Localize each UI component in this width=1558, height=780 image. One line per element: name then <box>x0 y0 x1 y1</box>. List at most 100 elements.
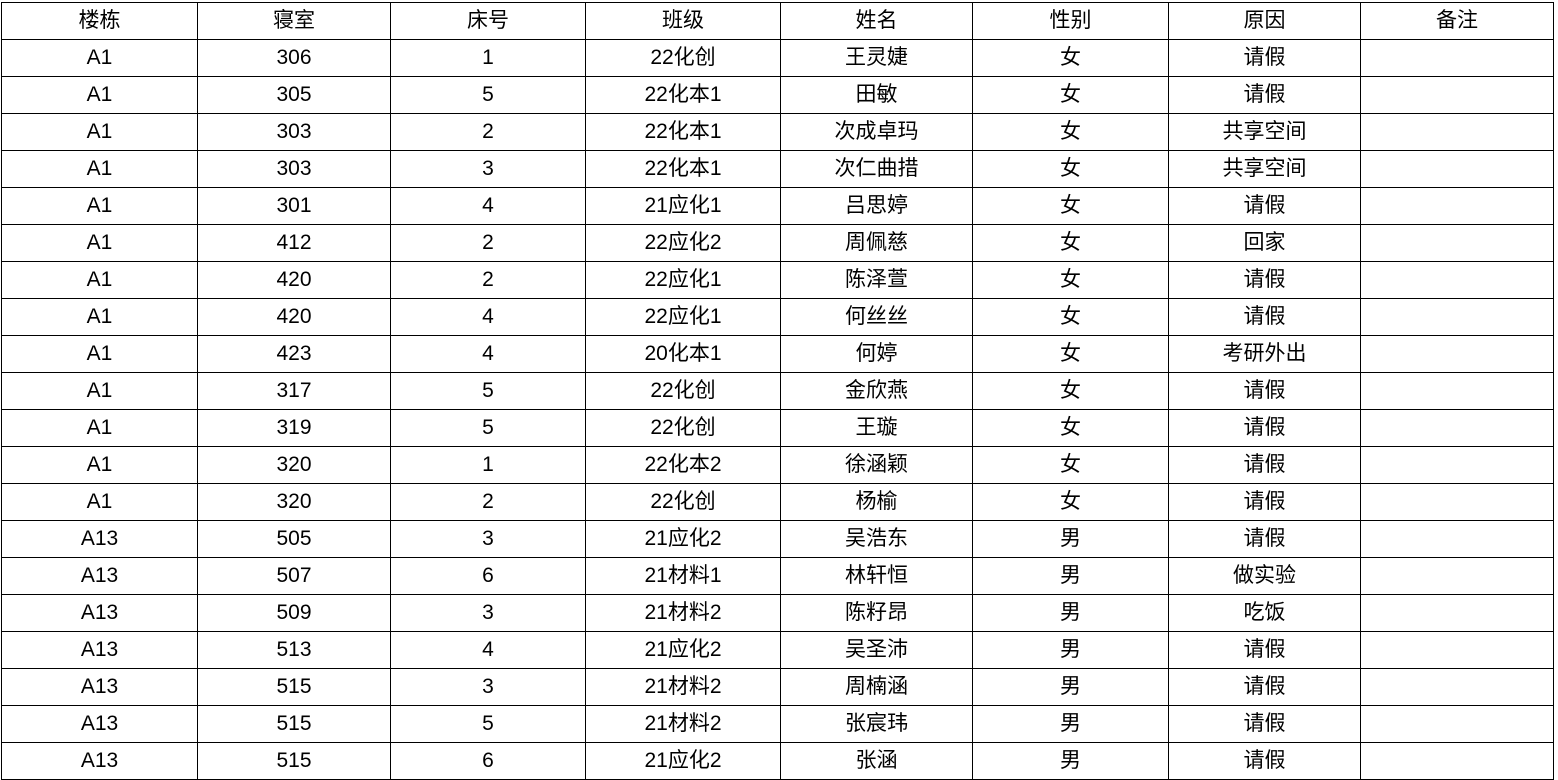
column-header-building[interactable]: 楼栋 <box>1 2 198 40</box>
cell-gender[interactable]: 女 <box>972 39 1169 77</box>
table-row[interactable]: A13 509 3 21材料2 陈籽昂男吃饭 <box>1 594 1554 632</box>
cell-reason[interactable]: 做实验 <box>1168 557 1361 595</box>
cell-class[interactable]: 22化本2 <box>585 446 781 484</box>
cell-gender[interactable]: 男 <box>972 668 1169 706</box>
cell-gender[interactable]: 女 <box>972 483 1169 521</box>
cell-room[interactable]: 423 <box>197 335 391 373</box>
cell-room[interactable]: 420 <box>197 298 391 336</box>
table-row[interactable]: A1 306 1 22化创 王灵婕女请假 <box>1 39 1554 77</box>
cell-gender[interactable]: 女 <box>972 409 1169 447</box>
cell-room[interactable]: 303 <box>197 150 391 188</box>
cell-building[interactable]: A1 <box>1 261 198 299</box>
cell-name[interactable]: 张涵 <box>780 742 973 780</box>
cell-building[interactable]: A13 <box>1 520 198 558</box>
table-row[interactable]: A1 305 5 22化本1 田敏女请假 <box>1 76 1554 114</box>
column-header-gender[interactable]: 性别 <box>972 2 1169 40</box>
cell-reason[interactable]: 请假 <box>1168 520 1361 558</box>
cell-gender[interactable]: 女 <box>972 372 1169 410</box>
cell-gender[interactable]: 女 <box>972 187 1169 225</box>
table-row[interactable]: A1 317 5 22化创 金欣燕女请假 <box>1 372 1554 410</box>
table-row[interactable]: A1 303 3 22化本1 次仁曲措女共享空间 <box>1 150 1554 188</box>
cell-class[interactable]: 21应化2 <box>585 631 781 669</box>
cell-building[interactable]: A1 <box>1 187 198 225</box>
cell-remark[interactable] <box>1360 742 1554 780</box>
cell-name[interactable]: 金欣燕 <box>780 372 973 410</box>
cell-name[interactable]: 王璇 <box>780 409 973 447</box>
cell-building[interactable]: A13 <box>1 668 198 706</box>
column-header-remark[interactable]: 备注 <box>1360 2 1554 40</box>
cell-reason[interactable]: 请假 <box>1168 483 1361 521</box>
cell-reason[interactable]: 请假 <box>1168 631 1361 669</box>
cell-class[interactable]: 22化创 <box>585 409 781 447</box>
cell-gender[interactable]: 男 <box>972 557 1169 595</box>
cell-class[interactable]: 21材料2 <box>585 668 781 706</box>
cell-class[interactable]: 22应化2 <box>585 224 781 262</box>
cell-reason[interactable]: 请假 <box>1168 298 1361 336</box>
table-row[interactable]: A13 507 6 21材料1 林轩恒男做实验 <box>1 557 1554 595</box>
cell-class[interactable]: 22化本1 <box>585 76 781 114</box>
cell-name[interactable]: 陈籽昂 <box>780 594 973 632</box>
table-row[interactable]: A1 320 1 22化本2 徐涵颖女请假 <box>1 446 1554 484</box>
cell-room[interactable]: 513 <box>197 631 391 669</box>
cell-gender[interactable]: 女 <box>972 224 1169 262</box>
cell-building[interactable]: A1 <box>1 335 198 373</box>
cell-bed[interactable]: 2 <box>390 224 586 262</box>
cell-building[interactable]: A1 <box>1 39 198 77</box>
cell-name[interactable]: 林轩恒 <box>780 557 973 595</box>
cell-building[interactable]: A1 <box>1 224 198 262</box>
cell-room[interactable]: 301 <box>197 187 391 225</box>
cell-name[interactable]: 何婷 <box>780 335 973 373</box>
column-header-reason[interactable]: 原因 <box>1168 2 1361 40</box>
cell-remark[interactable] <box>1360 631 1554 669</box>
cell-room[interactable]: 320 <box>197 446 391 484</box>
table-row[interactable]: A13 505 3 21应化2 吴浩东男请假 <box>1 520 1554 558</box>
cell-reason[interactable]: 请假 <box>1168 76 1361 114</box>
cell-bed[interactable]: 2 <box>390 113 586 151</box>
cell-name[interactable]: 田敏 <box>780 76 973 114</box>
cell-gender[interactable]: 男 <box>972 742 1169 780</box>
cell-gender[interactable]: 女 <box>972 76 1169 114</box>
cell-class[interactable]: 22化本1 <box>585 150 781 188</box>
cell-name[interactable]: 吕思婷 <box>780 187 973 225</box>
table-row[interactable]: A1 420 2 22应化1 陈泽萱女请假 <box>1 261 1554 299</box>
cell-bed[interactable]: 4 <box>390 298 586 336</box>
cell-class[interactable]: 22化创 <box>585 39 781 77</box>
cell-reason[interactable]: 请假 <box>1168 446 1361 484</box>
cell-class[interactable]: 22应化1 <box>585 298 781 336</box>
table-row[interactable]: A1 320 2 22化创 杨榆女请假 <box>1 483 1554 521</box>
cell-remark[interactable] <box>1360 261 1554 299</box>
cell-remark[interactable] <box>1360 520 1554 558</box>
cell-remark[interactable] <box>1360 705 1554 743</box>
cell-room[interactable]: 515 <box>197 668 391 706</box>
cell-bed[interactable]: 6 <box>390 557 586 595</box>
cell-reason[interactable]: 请假 <box>1168 409 1361 447</box>
cell-bed[interactable]: 6 <box>390 742 586 780</box>
cell-reason[interactable]: 请假 <box>1168 742 1361 780</box>
cell-building[interactable]: A1 <box>1 76 198 114</box>
cell-gender[interactable]: 女 <box>972 298 1169 336</box>
cell-class[interactable]: 21材料1 <box>585 557 781 595</box>
cell-bed[interactable]: 2 <box>390 483 586 521</box>
table-row[interactable]: A1 423 4 20化本1 何婷女考研外出 <box>1 335 1554 373</box>
cell-reason[interactable]: 请假 <box>1168 372 1361 410</box>
cell-building[interactable]: A1 <box>1 446 198 484</box>
table-row[interactable]: A1 303 2 22化本1 次成卓玛女共享空间 <box>1 113 1554 151</box>
table-row[interactable]: A1 301 4 21应化1 吕思婷女请假 <box>1 187 1554 225</box>
cell-room[interactable]: 505 <box>197 520 391 558</box>
cell-bed[interactable]: 5 <box>390 705 586 743</box>
cell-remark[interactable] <box>1360 113 1554 151</box>
cell-gender[interactable]: 男 <box>972 594 1169 632</box>
cell-reason[interactable]: 吃饭 <box>1168 594 1361 632</box>
cell-gender[interactable]: 女 <box>972 446 1169 484</box>
cell-gender[interactable]: 女 <box>972 335 1169 373</box>
cell-reason[interactable]: 考研外出 <box>1168 335 1361 373</box>
cell-name[interactable]: 吴浩东 <box>780 520 973 558</box>
cell-remark[interactable] <box>1360 335 1554 373</box>
cell-bed[interactable]: 4 <box>390 187 586 225</box>
cell-class[interactable]: 22化创 <box>585 372 781 410</box>
table-row[interactable]: A13 513 4 21应化2 吴圣沛男请假 <box>1 631 1554 669</box>
cell-building[interactable]: A13 <box>1 742 198 780</box>
cell-remark[interactable] <box>1360 298 1554 336</box>
cell-name[interactable]: 徐涵颖 <box>780 446 973 484</box>
cell-reason[interactable]: 共享空间 <box>1168 150 1361 188</box>
